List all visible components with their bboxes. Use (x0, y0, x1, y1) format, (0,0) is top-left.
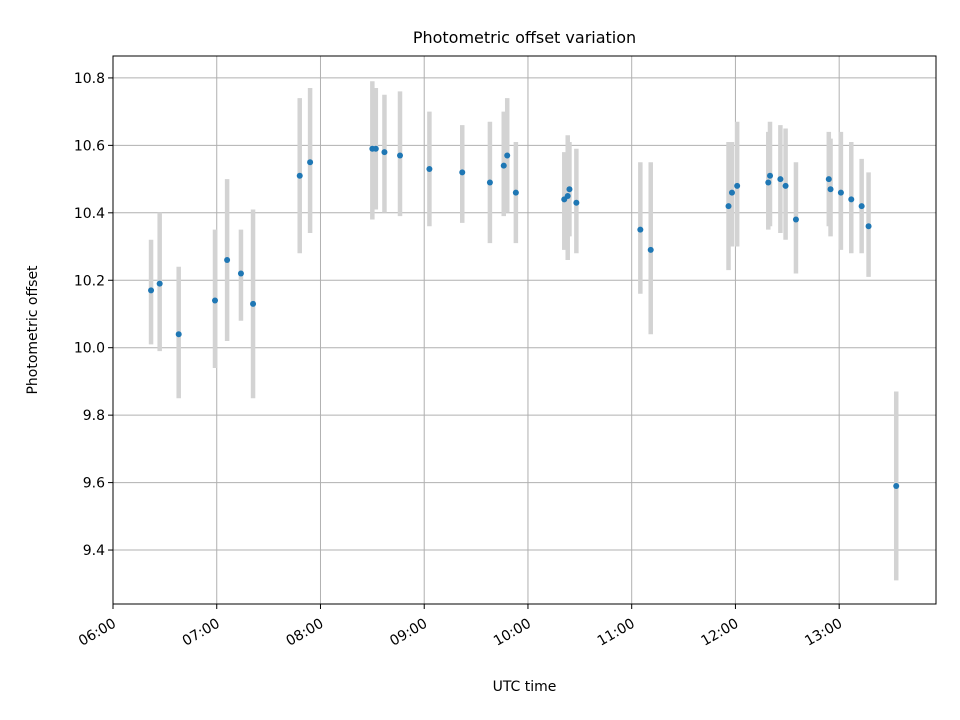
data-point (777, 176, 784, 183)
chart-title: Photometric offset variation (413, 28, 636, 47)
grid-lines (112, 56, 936, 604)
data-point (500, 162, 507, 169)
data-point (296, 172, 303, 179)
y-tick-label: 10.8 (74, 71, 105, 87)
data-point (848, 196, 855, 203)
data-point (212, 297, 219, 304)
data-point (647, 246, 654, 253)
y-tick-label: 9.4 (83, 543, 105, 559)
y-tick-label: 10.2 (74, 273, 105, 289)
data-point (637, 226, 644, 233)
y-tick-label: 10.6 (74, 138, 105, 154)
data-point (728, 189, 735, 196)
data-point (175, 331, 182, 338)
data-point (782, 182, 789, 189)
data-point (765, 179, 772, 186)
data-point (512, 189, 519, 196)
data-point (486, 179, 493, 186)
data-point (573, 199, 580, 206)
data-point (837, 189, 844, 196)
data-point (459, 169, 466, 176)
y-tick-label: 10.4 (74, 206, 105, 222)
y-tick-label: 9.8 (83, 408, 105, 424)
plot-frame (112, 55, 937, 605)
data-point (564, 192, 571, 199)
data-point (825, 176, 832, 183)
data-point (156, 280, 163, 287)
x-axis-label: UTC time (493, 679, 557, 695)
data-point (858, 203, 865, 210)
y-tick-label: 10.0 (74, 341, 105, 357)
y-axis-ticks: 9.4 9.6 9.8 10.0 10.2 10.4 10.6 10.8 (74, 71, 113, 559)
data-point (148, 287, 155, 294)
data-point (224, 257, 231, 264)
data-point (767, 172, 774, 179)
data-point (307, 159, 314, 166)
data-point (865, 223, 872, 230)
data-point (381, 149, 388, 156)
data-point (566, 186, 573, 193)
data-points (148, 145, 900, 489)
data-point (397, 152, 404, 159)
data-point (893, 482, 900, 489)
data-point (237, 270, 244, 277)
data-point (734, 182, 741, 189)
data-point (827, 186, 834, 193)
data-point (792, 216, 799, 223)
data-point (426, 165, 433, 172)
data-point (725, 203, 732, 210)
data-point (504, 152, 511, 159)
data-point (250, 300, 257, 307)
y-axis-label: Photometric offset (25, 265, 41, 395)
y-tick-label: 9.6 (83, 476, 105, 492)
data-point (372, 145, 379, 152)
